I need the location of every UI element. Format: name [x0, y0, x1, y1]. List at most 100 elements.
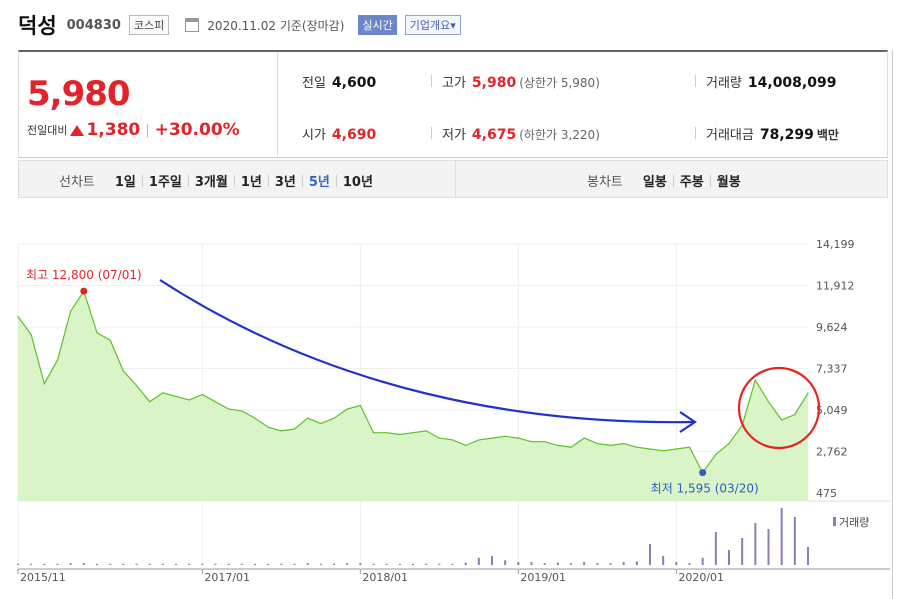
candle-chart-tabs: 봉차트 일봉 주봉 월봉: [587, 171, 747, 190]
price-point: [425, 430, 427, 432]
volume-bar: [175, 563, 177, 565]
tab-1w[interactable]: 1주일: [148, 175, 182, 190]
candle-chart-label: 봉차트: [587, 175, 623, 190]
volume-bar: [359, 563, 362, 565]
price-point: [122, 370, 124, 372]
price-point: [17, 315, 19, 318]
volume-bar: [491, 556, 493, 565]
volume-bar: [69, 563, 72, 565]
volume-bar: [148, 563, 151, 565]
price-point: [96, 332, 98, 334]
stat-label: 거래대금: [706, 128, 754, 143]
volume-bar: [30, 563, 33, 565]
price-point: [399, 433, 401, 436]
price-point: [767, 401, 770, 403]
volume-bar: [346, 563, 349, 565]
volume-bar: [135, 563, 138, 565]
stat-open: 시가 4,690: [302, 124, 376, 143]
tab-5y[interactable]: 5년: [308, 175, 330, 190]
divider: [695, 75, 696, 87]
up-arrow-icon: [70, 124, 85, 136]
price-point: [478, 439, 480, 441]
tab-1d[interactable]: 1일: [114, 175, 136, 190]
price-point: [438, 437, 440, 439]
divider: [187, 174, 189, 187]
volume-bar: [609, 563, 612, 565]
side-scrollbar[interactable]: [892, 50, 907, 599]
tab-weekly[interactable]: 주봉: [679, 175, 704, 190]
volume-bar: [161, 563, 164, 565]
x-tick-label: 2019/01: [520, 571, 566, 584]
price-point: [544, 441, 546, 443]
volume-bar: [543, 563, 546, 565]
tab-monthly[interactable]: 월봉: [716, 175, 741, 190]
volume-bar: [17, 563, 19, 565]
price-point: [254, 417, 256, 419]
price-point: [636, 446, 638, 448]
volume-bar: [227, 563, 230, 565]
x-axis-ticks: 2015/11 2017/01 2018/01 2019/01 2020/01: [17, 569, 724, 584]
y-tick-label: 14,199: [816, 238, 855, 251]
price-point: [359, 404, 361, 407]
price-point: [175, 395, 177, 397]
price-point: [228, 408, 230, 410]
low-marker: [699, 469, 707, 477]
volume-bar: [649, 544, 651, 565]
price-point: [201, 393, 203, 396]
price-chart[interactable]: 14,199 11,912 9,624 7,337 5,049 2,762 475 2015…: [0, 200, 892, 599]
market-badge: 코스피: [128, 15, 170, 35]
stat-prev-close: 전일 4,600: [302, 72, 376, 91]
realtime-button[interactable]: 실시간: [358, 15, 397, 35]
price-point: [162, 392, 164, 394]
price-point: [56, 359, 59, 361]
volume-bar: [385, 563, 388, 565]
price-point: [30, 334, 32, 336]
stat-high: 고가 5,980 (상한가 5,980): [431, 72, 600, 91]
stat-sub: (하한가 3,220): [519, 128, 600, 142]
volume-bar: [214, 563, 217, 565]
tab-1y[interactable]: 1년: [240, 175, 262, 190]
volume-bar: [82, 563, 85, 565]
stat-label: 거래량: [706, 76, 742, 91]
tab-10y[interactable]: 10년: [342, 175, 373, 190]
x-tick-label: 2018/01: [362, 571, 408, 584]
volume-legend-swatch: [833, 517, 836, 526]
volume-bar: [109, 563, 112, 565]
volume-bar: [675, 562, 678, 565]
tab-3m[interactable]: 3개월: [194, 175, 228, 190]
price-point: [70, 310, 72, 312]
price-point: [754, 379, 756, 381]
stat-value: 78,299: [759, 127, 814, 143]
volume-bar: [425, 563, 428, 565]
volume-bar: [254, 563, 256, 565]
stat-sub: (상한가 5,980): [519, 76, 600, 90]
stat-unit: 백만: [816, 128, 839, 142]
chart-markers: 최고 12,800 (07/01) 최저 1,595 (03/20): [17, 268, 809, 496]
price-point: [583, 437, 585, 439]
tab-3y[interactable]: 3년: [274, 175, 296, 190]
volume-bar: [464, 562, 467, 565]
divider: [431, 75, 432, 87]
divider: [335, 174, 337, 187]
price-point: [346, 408, 348, 410]
price-cell: 5,980 전일대비 1,380 | +30.00%: [19, 52, 278, 158]
price-point: [280, 430, 282, 432]
annotation-arrow: [159, 279, 696, 424]
divider: [695, 127, 696, 139]
volume-bar: [570, 563, 572, 565]
price-point: [781, 419, 783, 421]
company-overview-button[interactable]: 기업개요▾: [404, 15, 461, 35]
chart-annotations: [159, 279, 821, 450]
tab-daily[interactable]: 일봉: [642, 175, 667, 190]
line-chart-tabs: 선차트 1일 1주일 3개월 1년 3년 5년 10년: [59, 171, 379, 190]
volume-bar: [201, 563, 204, 565]
price-change-row: 전일대비 1,380 | +30.00%: [27, 120, 240, 140]
price-point: [570, 446, 572, 448]
price-point: [188, 399, 190, 401]
diff-percent: +30.00%: [154, 120, 240, 140]
divider: [301, 174, 303, 187]
x-tick-label: 2015/11: [20, 571, 66, 584]
price-point: [109, 339, 111, 341]
stat-low: 저가 4,675 (하한가 3,220): [431, 124, 600, 143]
y-tick-label: 2,762: [816, 446, 848, 459]
